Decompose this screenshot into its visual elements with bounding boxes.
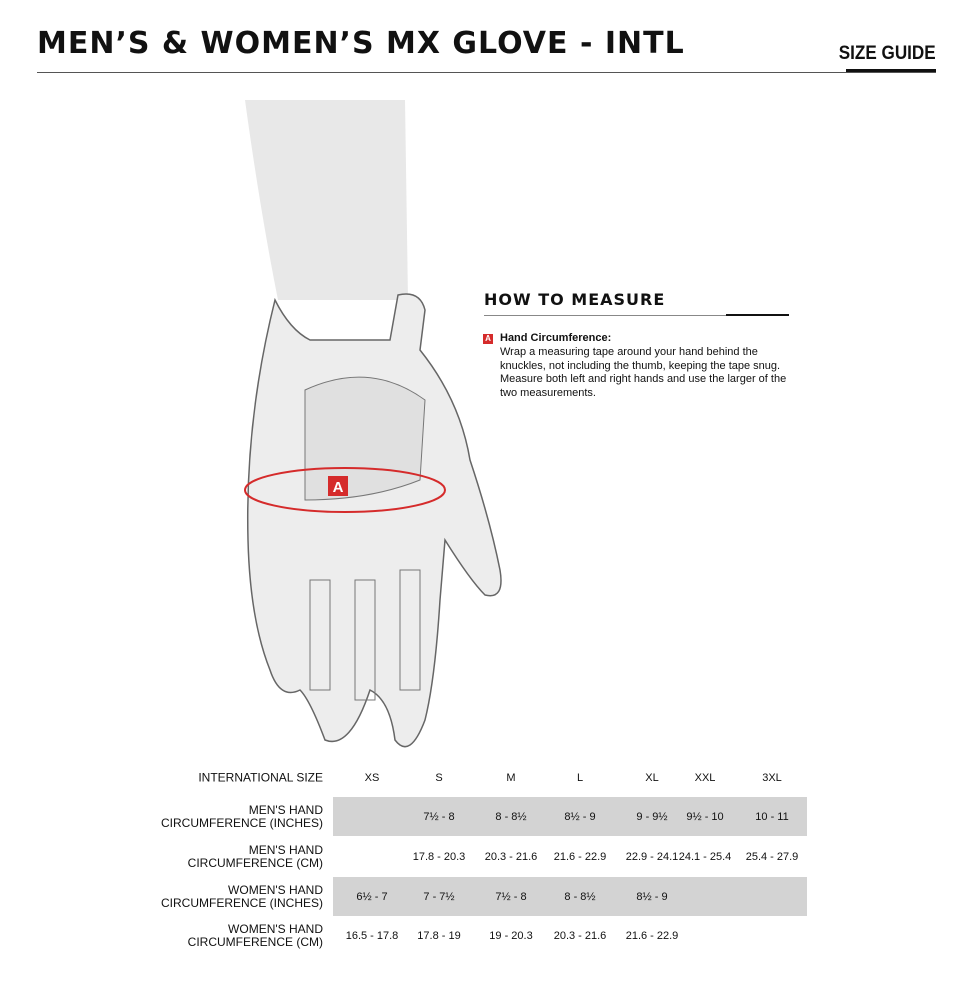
hand-circumference-text: Wrap a measuring tape around your hand b… xyxy=(500,346,787,399)
finger-pad xyxy=(309,579,331,691)
table-cell: 7½ - 8 xyxy=(423,810,455,823)
marker-a-badge xyxy=(328,476,348,496)
finger-pad xyxy=(399,569,421,691)
table-cell: 10 - 11 xyxy=(755,810,789,823)
table-cell: 8½ - 9 xyxy=(636,890,668,903)
size-header-cell: M xyxy=(506,771,516,784)
header-label: INTERNATIONAL SIZE xyxy=(198,770,323,784)
table-row: MEN'S HAND CIRCUMFERENCE (INCHES) 7½ - 8 8 … xyxy=(0,797,979,836)
table-cell: 7½ - 8 xyxy=(495,890,527,903)
table-cell: 21.6 - 22.9 xyxy=(553,850,607,863)
table-cell: 8 - 8½ xyxy=(564,890,596,903)
table-row: WOMEN'S HAND CIRCUMFERENCE (CM) 16.5 - 17.… xyxy=(0,916,979,955)
size-header-cell: XL xyxy=(645,771,659,784)
page-title: MEN’S & WOMEN’S MX GLOVE - INTL xyxy=(37,26,685,61)
divider-accent xyxy=(726,314,789,316)
divider xyxy=(37,72,936,73)
marker-a-badge: A xyxy=(483,334,493,344)
size-header-cell: XS xyxy=(364,771,380,784)
table-cell: 9 - 9½ xyxy=(636,810,668,823)
row-label: WOMEN'S HAND CIRCUMFERENCE (CM) xyxy=(187,921,323,949)
size-guide-label: SIZE GUIDE xyxy=(839,43,936,64)
measure-tape-line xyxy=(244,467,446,513)
glove-illustration: A xyxy=(244,100,502,748)
size-header-cell: L xyxy=(576,771,584,784)
size-header-cell: S xyxy=(435,771,443,784)
row-label: WOMEN'S HAND CIRCUMFERENCE (INCHES) xyxy=(161,882,323,910)
table-cell: 22.9 - 24.1 xyxy=(625,850,679,863)
table-cell: 8 - 8½ xyxy=(495,810,527,823)
table-cell: 9½ - 10 xyxy=(686,810,724,823)
table-row: MEN'S HAND CIRCUMFERENCE (CM) 17.8 - 20.3 2… xyxy=(0,837,979,876)
table-cell: 8½ - 9 xyxy=(564,810,596,823)
knuckle-guard xyxy=(304,376,426,501)
table-cell: 7 - 7½ xyxy=(423,890,455,903)
table-cell: 6½ - 7 xyxy=(356,890,388,903)
glove-shape xyxy=(247,293,502,748)
divider xyxy=(484,315,789,316)
table-row: WOMEN'S HAND CIRCUMFERENCE (INCHES) 6½ - 7… xyxy=(0,877,979,916)
table-cell: 19 - 20.3 xyxy=(489,929,533,942)
row-label: MEN'S HAND CIRCUMFERENCE (CM) xyxy=(187,842,323,870)
size-header-cell: XXL xyxy=(694,771,716,784)
table-cell: 16.5 - 17.8 xyxy=(345,929,399,942)
table-cell: 17.8 - 19 xyxy=(417,929,461,942)
how-to-measure-title: HOW TO MEASURE xyxy=(484,290,666,309)
table-cell: 20.3 - 21.6 xyxy=(484,850,538,863)
table-cell: 17.8 - 20.3 xyxy=(412,850,466,863)
divider-accent xyxy=(846,69,936,72)
table-cell: 21.6 - 22.9 xyxy=(625,929,679,942)
row-label: MEN'S HAND CIRCUMFERENCE (INCHES) xyxy=(161,802,323,830)
finger-pad xyxy=(354,579,376,701)
arm xyxy=(245,100,408,300)
size-header-cell: 3XL xyxy=(762,771,782,784)
marker-a-label: A xyxy=(333,479,344,496)
hand-circumference-title: Hand Circumference: xyxy=(500,332,612,344)
table-cell: 24.1 - 25.4 xyxy=(678,850,732,863)
table-cell: 20.3 - 21.6 xyxy=(553,929,607,942)
table-header-row: INTERNATIONAL SIZE XS S M L XL XXL 3XL xyxy=(0,758,979,797)
table-cell: 25.4 - 27.9 xyxy=(745,850,799,863)
